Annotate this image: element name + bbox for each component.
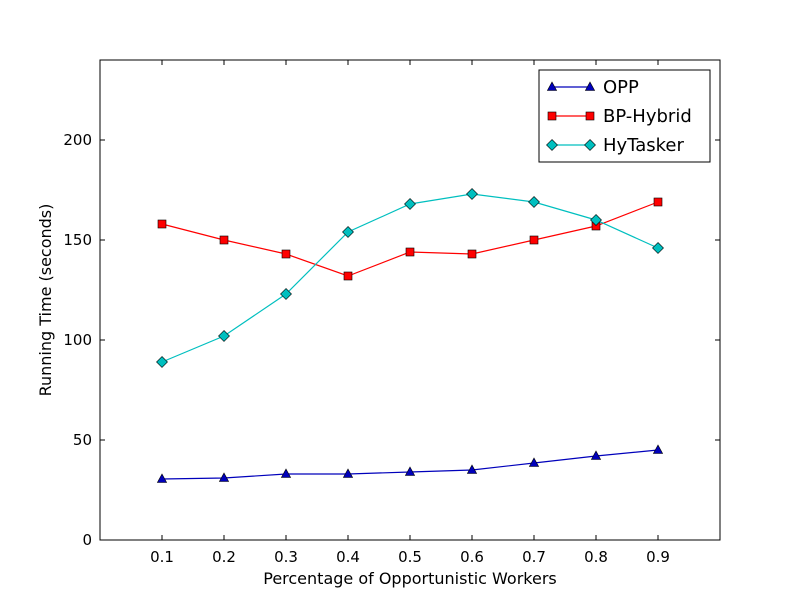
data-point-1-0 bbox=[157, 219, 167, 229]
x-tick-label-7: 0.8 bbox=[584, 548, 608, 566]
x-tick-label-8: 0.9 bbox=[646, 548, 670, 566]
y-tick-label-1: 50 bbox=[73, 431, 92, 449]
data-point-2-6 bbox=[528, 196, 540, 208]
data-point-0-4 bbox=[404, 466, 416, 476]
legend-marker-end-1 bbox=[585, 111, 595, 121]
data-point-0-5 bbox=[466, 464, 478, 474]
data-point-1-8 bbox=[653, 197, 663, 207]
x-tick-label-4: 0.5 bbox=[398, 548, 422, 566]
legend-label-2: HyTasker bbox=[603, 135, 684, 156]
x-tick-label-0: 0.1 bbox=[150, 548, 174, 566]
data-point-2-7 bbox=[590, 214, 602, 226]
y-tick-label-0: 0 bbox=[82, 531, 92, 549]
x-tick-label-6: 0.7 bbox=[522, 548, 546, 566]
data-point-1-5 bbox=[467, 249, 477, 259]
data-point-1-4 bbox=[405, 247, 415, 257]
data-point-2-3 bbox=[342, 226, 354, 238]
plot-area bbox=[156, 188, 664, 483]
y-axis-label: Running Time (seconds) bbox=[36, 204, 55, 397]
data-point-2-5 bbox=[466, 188, 478, 200]
x-tick-label-1: 0.2 bbox=[212, 548, 236, 566]
data-point-1-6 bbox=[529, 235, 539, 245]
x-tick-label-3: 0.4 bbox=[336, 548, 360, 566]
series-line-1 bbox=[161, 201, 659, 277]
data-point-1-3 bbox=[343, 271, 353, 281]
axes: 0.1 0.2 0.3 0.4 0.5 0.6 0.7 0.8 0.9 0 50 100 150 200 bbox=[63, 59, 721, 566]
data-point-0-0 bbox=[156, 473, 168, 483]
data-point-0-1 bbox=[218, 472, 230, 482]
legend-label-0: OPP bbox=[603, 77, 639, 98]
data-point-2-0 bbox=[156, 356, 168, 368]
x-tick-label-5: 0.6 bbox=[460, 548, 484, 566]
data-point-0-8 bbox=[652, 444, 664, 454]
legend-marker-start-2 bbox=[546, 139, 558, 151]
data-point-1-2 bbox=[281, 249, 291, 259]
x-axis-label: Percentage of Opportunistic Workers bbox=[263, 569, 557, 588]
legend-label-1: BP-Hybrid bbox=[603, 106, 692, 127]
data-point-0-2 bbox=[280, 468, 292, 478]
legend-marker-end-2 bbox=[584, 139, 596, 151]
data-point-2-1 bbox=[218, 330, 230, 342]
y-tick-label-2: 100 bbox=[63, 331, 92, 349]
y-tick-label-3: 150 bbox=[63, 231, 92, 249]
legend-marker-start-0 bbox=[546, 81, 558, 91]
data-point-2-2 bbox=[280, 288, 292, 300]
data-point-0-6 bbox=[528, 457, 540, 467]
y-tick-label-4: 200 bbox=[63, 131, 92, 149]
x-tick-label-2: 0.3 bbox=[274, 548, 298, 566]
legend: OPP BP-Hybrid HyTasker bbox=[538, 69, 711, 163]
data-point-2-4 bbox=[404, 198, 416, 210]
series-line-2 bbox=[161, 193, 659, 363]
data-point-1-1 bbox=[219, 235, 229, 245]
data-point-2-8 bbox=[652, 242, 664, 254]
legend-marker-start-1 bbox=[547, 111, 557, 121]
data-point-0-7 bbox=[590, 450, 602, 460]
data-point-0-3 bbox=[342, 468, 354, 478]
legend-marker-end-0 bbox=[584, 81, 596, 91]
